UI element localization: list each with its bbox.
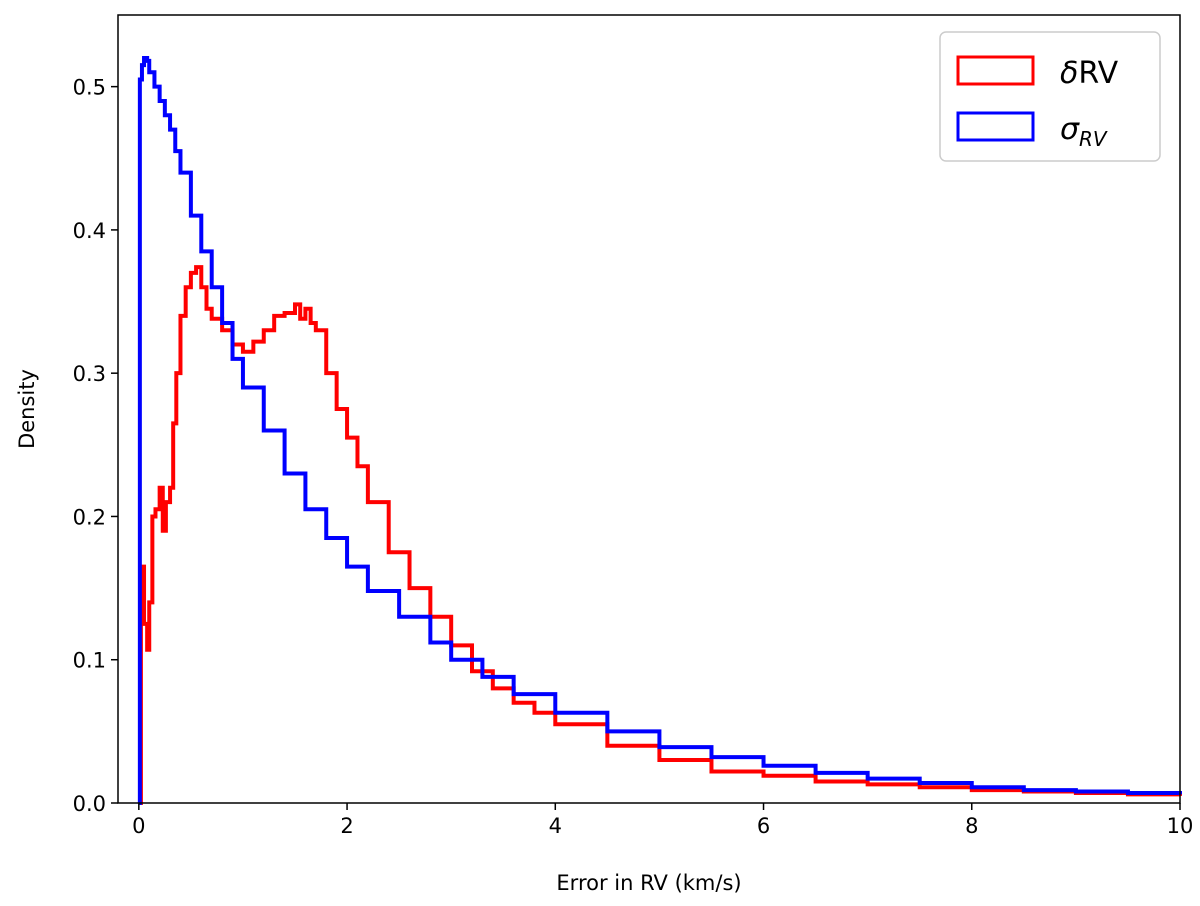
x-tick-label-8: 8 [965, 814, 978, 838]
x-tick-label-0: 0 [132, 814, 145, 838]
legend-label-delta-rv-text: RV [1078, 56, 1118, 91]
x-tick-label-4: 4 [549, 814, 562, 838]
series-line-sigma-rv [137, 55, 1182, 805]
x-tick-label-6: 6 [757, 814, 770, 838]
series-layer [137, 55, 1182, 805]
legend-label-delta-rv-symbol: δ [1060, 56, 1078, 91]
legend-label-delta-rv: δRV [1060, 56, 1119, 91]
legend-label-sigma-rv-symbol: σ [1060, 112, 1080, 147]
y-tick-label-0-2: 0.2 [73, 505, 106, 529]
y-axis-label: Density [15, 369, 39, 449]
series-line-delta-rv [138, 265, 1182, 805]
legend-label-sigma-rv: σRV [1060, 112, 1108, 151]
y-tick-label-0-5: 0.5 [73, 76, 106, 100]
plot-frame [117, 14, 1181, 804]
y-tick-label-0-1: 0.1 [73, 649, 106, 673]
x-axis: 0 2 4 6 8 10 [132, 803, 1193, 838]
x-tick-label-10: 10 [1167, 814, 1194, 838]
y-tick-label-0-0: 0.0 [73, 792, 106, 816]
legend-label-sigma-rv-subscript: RV [1079, 127, 1108, 151]
legend-swatch-sigma-rv [956, 111, 1035, 142]
y-tick-label-0-3: 0.3 [73, 362, 106, 386]
y-axis: 0.0 0.1 0.2 0.3 0.4 0.5 [73, 76, 118, 816]
legend-item-sigma-rv: σRV [956, 111, 1108, 151]
legend-box [939, 31, 1161, 162]
x-axis-label: Error in RV (km/s) [556, 871, 741, 895]
x-tick-label-2: 2 [340, 814, 353, 838]
legend-swatch-delta-rv [956, 55, 1035, 86]
y-tick-label-0-4: 0.4 [73, 219, 106, 243]
legend-item-delta-rv: δRV [956, 55, 1119, 91]
legend: δRV σRV [939, 31, 1161, 162]
